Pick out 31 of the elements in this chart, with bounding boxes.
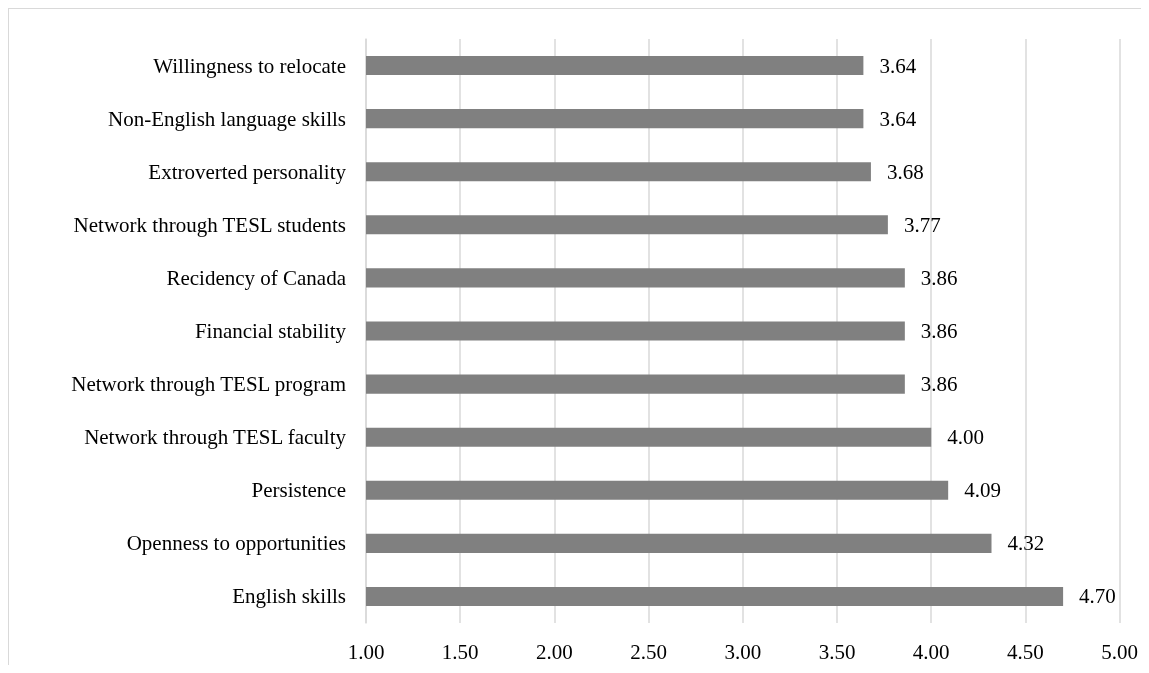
y-tick-label: Openness to opportunities (126, 531, 346, 556)
x-tick-label: 2.50 (630, 639, 667, 664)
x-tick-label: 4.00 (912, 639, 950, 664)
y-tick-label: English skills (232, 584, 346, 609)
y-tick-label: Network through TESL faculty (84, 425, 347, 450)
x-tick-label: 1.00 (347, 639, 385, 664)
data-label: 3.68 (886, 159, 924, 184)
x-tick-label: 2.00 (536, 639, 573, 664)
x-tick-label: 3.00 (724, 639, 762, 664)
x-tick-label: 1.50 (441, 639, 479, 664)
x-tick-label: 4.50 (1007, 639, 1044, 664)
data-label: 3.64 (879, 53, 917, 78)
y-tick-label: Network through TESL program (71, 372, 346, 397)
data-label: 3.77 (903, 212, 941, 237)
y-tick-label: Persistence (251, 478, 346, 503)
y-tick-label: Non-English language skills (108, 106, 346, 131)
y-tick-label: Extroverted personality (148, 159, 347, 184)
y-tick-label: Willingness to relocate (153, 53, 346, 78)
data-label: 3.86 (920, 372, 958, 397)
x-tick-label: 5.00 (1101, 639, 1138, 664)
data-label: 4.32 (1007, 531, 1045, 556)
y-tick-label: Financial stability (194, 319, 347, 343)
data-label: 4.70 (1079, 584, 1116, 609)
y-tick-label: Network through TESL students (73, 212, 346, 237)
y-tick-label: Recidency of Canada (166, 265, 347, 290)
data-label: 4.00 (947, 425, 984, 450)
data-label: 3.86 (920, 265, 958, 290)
data-label: 3.64 (879, 106, 917, 131)
data-label: 4.09 (964, 478, 1001, 503)
x-tick-label: 3.50 (818, 639, 856, 664)
data-label: 3.86 (920, 319, 958, 343)
